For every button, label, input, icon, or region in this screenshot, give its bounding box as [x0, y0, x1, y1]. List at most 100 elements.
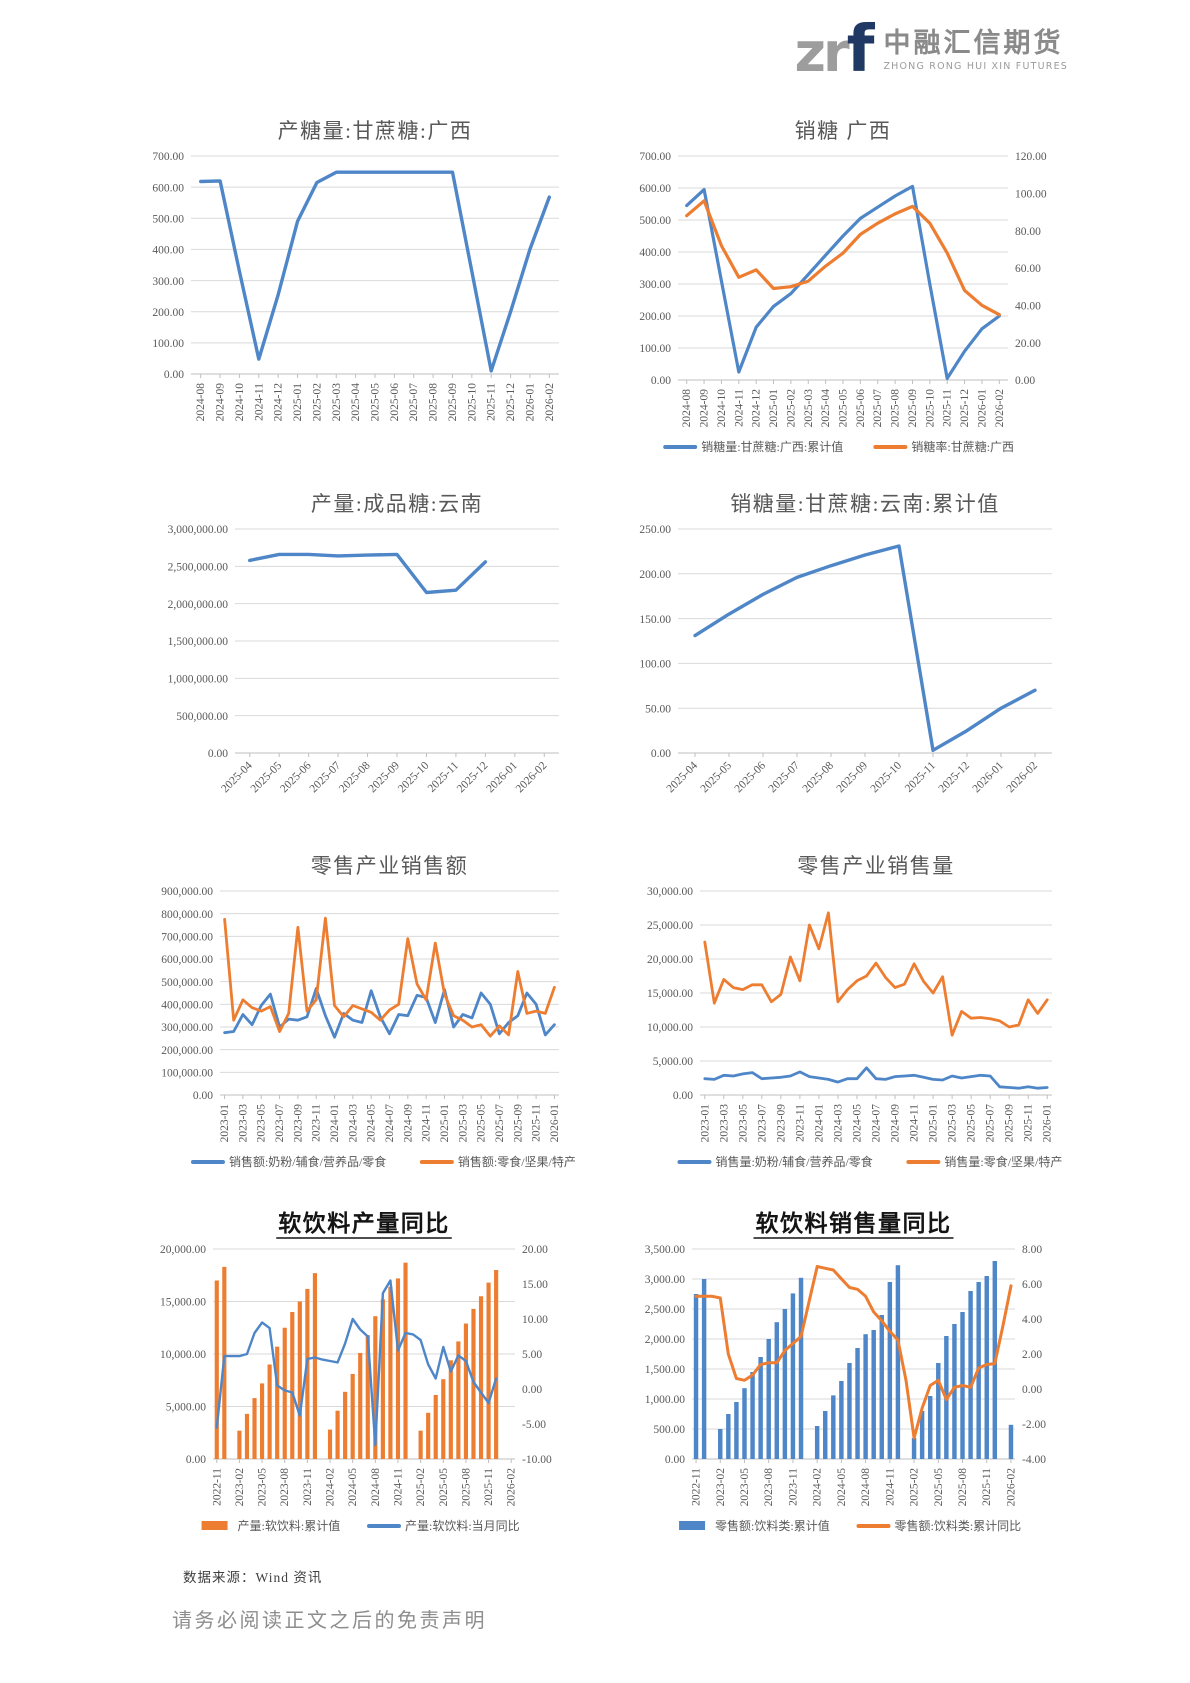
y-axis-tick-label: 200.00 [639, 311, 671, 323]
line-series-blue [685, 184, 1001, 380]
bar-series-point [936, 1363, 941, 1459]
bar-series-point [237, 1430, 242, 1459]
y-axis-tick-label: 3,500.00 [645, 1244, 686, 1256]
y-axis-tick-label: 100.00 [152, 338, 184, 350]
legend-label: 零售额:饮料类:累计同比 [895, 1518, 1022, 1533]
bar-series-point [350, 1373, 355, 1459]
y-axis-tick-label: 500,000.00 [176, 711, 228, 723]
x-axis-tick-label: 2025-08 [801, 759, 837, 795]
bar-series-point [426, 1412, 431, 1459]
bar-series-point [879, 1315, 884, 1459]
y-axis-tick-label: 20,000.00 [647, 954, 693, 966]
bar-series-point [952, 1324, 957, 1459]
y-axis-tick-label: 500.00 [152, 213, 184, 225]
line-series-blue [693, 544, 1037, 752]
x-axis-tick-label: 2025-12 [455, 759, 491, 795]
y-axis-tick-label: 10,000.00 [160, 1349, 206, 1361]
x-axis-tick-label: 2025-09 [907, 389, 919, 428]
bar-series-point [871, 1330, 876, 1459]
chart-title: 软饮料产量同比 [278, 1210, 450, 1236]
bar-series-point [701, 1279, 707, 1459]
bar-series-point [790, 1293, 796, 1459]
x-axis-tick-label: 2025-07 [494, 1104, 506, 1143]
bar-series-point [388, 1286, 393, 1459]
line-series-orange [694, 1265, 1013, 1440]
line-series-blue [215, 1279, 498, 1447]
y-axis-tick-label: 15,000.00 [160, 1297, 206, 1309]
legend-label: 产量:软饮料:累计值 [238, 1518, 341, 1533]
x-axis-tick-label: 2025-05 [966, 1104, 978, 1143]
line-series-orange [223, 916, 556, 1038]
bar-series-point [380, 1299, 385, 1459]
x-axis-tick-label: 2024-02 [812, 1468, 824, 1507]
bar-series-point [403, 1262, 408, 1459]
company-name-en: ZHONG RONG HUI XIN FUTURES [883, 61, 1068, 73]
x-axis-tick-label: 2022-11 [211, 1468, 223, 1506]
chart-canvas: 0.00 50.00 100.00 150.00 200.00 250.00 2025-04… [639, 492, 1052, 795]
y-axis-tick-label: 1,500,000.00 [168, 636, 229, 648]
x-axis-tick-label: 2025-01 [768, 389, 780, 428]
chart-title: 产糖量:甘蔗糖:广西 [278, 119, 473, 143]
chart-title: 销糖 广西 [795, 119, 892, 143]
legend-label: 销售量:零食/坚果/特产 [944, 1154, 1062, 1169]
x-axis-tick-label: 2023-11 [787, 1468, 799, 1506]
y2-axis-tick-label: 4.00 [1022, 1314, 1042, 1326]
logo-names: 中融汇信期货 ZHONG RONG HUI XIN FUTURES [883, 29, 1068, 72]
x-axis-tick-label: 2025-05 [838, 389, 850, 428]
legend-label: 产量:软饮料:当月同比 [405, 1519, 520, 1533]
y-axis-tick-label: 20,000.00 [160, 1244, 206, 1256]
x-axis-tick-label: 2024-07 [384, 1104, 396, 1143]
chart-title: 销糖量:甘蔗糖:云南:累计值 [730, 492, 1000, 516]
y2-axis-tick-label: 0.00 [1022, 1384, 1042, 1396]
x-axis-tick-label: 2026-02 [514, 759, 550, 795]
x-axis-tick-label: 2024-12 [273, 383, 285, 422]
x-axis-tick-label: 2025-11 [483, 1468, 495, 1506]
logo-zr-text: zr [794, 21, 850, 84]
x-axis-tick-label: 2025-08 [337, 759, 373, 795]
x-axis-tick-label: 2023-05 [257, 1468, 269, 1507]
legend-label: 销售额:奶粉/辅食/营养品/零食 [229, 1154, 386, 1169]
y2-axis-tick-label: -2.00 [1022, 1419, 1046, 1431]
chart-title: 产量:成品糖:云南 [311, 492, 483, 516]
x-axis-tick-label: 2025-11 [486, 383, 498, 421]
y-axis-tick-label: 2,500,000.00 [168, 562, 229, 574]
x-axis-tick-label: 2025-07 [872, 389, 884, 428]
y-axis-tick-label: 0.00 [193, 1090, 213, 1102]
y-axis-tick-label: 15,000.00 [647, 988, 693, 1000]
line-series-blue [248, 552, 488, 595]
bar-series-point [282, 1327, 287, 1459]
x-axis-tick-label: 2024-05 [836, 1468, 848, 1507]
x-axis-tick-label: 2025-08 [957, 1468, 969, 1507]
line-series-blue [703, 1066, 1049, 1090]
bar-series-point [968, 1291, 973, 1459]
x-axis-tick-label: 2025-11 [1023, 1104, 1035, 1142]
y-axis-tick-label: 200.00 [152, 307, 184, 319]
x-axis-tick-label: 2025-01 [292, 383, 304, 422]
company-name-cn: 中融汇信期货 [883, 28, 1064, 60]
x-axis-tick-label: 2025-10 [924, 389, 936, 428]
y-axis-tick-label: 100,000.00 [161, 1068, 213, 1080]
x-axis-tick-label: 2025-11 [942, 389, 954, 427]
logo-zrf-mark: zrf [795, 18, 875, 82]
x-axis-tick-label: 2023-02 [715, 1468, 727, 1507]
legend-swatch-bar [201, 1521, 228, 1530]
bar-series-point [895, 1265, 901, 1459]
x-axis-tick-label: 2025-01 [439, 1104, 451, 1143]
y-axis-tick-label: 2,000.00 [645, 1334, 686, 1346]
line-series-orange [703, 911, 1049, 1037]
bar-series-point [823, 1411, 828, 1459]
x-axis-tick-label: 2025-08 [460, 1468, 472, 1507]
y2-axis-tick-label: 15.00 [522, 1279, 548, 1291]
x-axis-tick-label: 2024-11 [884, 1468, 896, 1506]
y2-axis-tick-label: 80.00 [1015, 226, 1041, 238]
x-axis-tick-label: 2024-01 [329, 1104, 341, 1143]
chart-soft-drink-output-yoy: 0.00 5,000.00 10,000.00 15,000.00 20,000.00 -… [125, 1203, 575, 1539]
x-axis-tick-label: 2023-08 [763, 1468, 775, 1507]
y-axis-tick-label: 10,000.00 [647, 1022, 693, 1034]
x-axis-tick-label: 2023-03 [237, 1104, 249, 1143]
y-axis-tick-label: 600,000.00 [161, 954, 213, 966]
logo-f-text: f [846, 13, 875, 87]
x-axis-tick-label: 2023-07 [274, 1104, 286, 1143]
x-axis-tick-label: 2025-09 [1004, 1104, 1016, 1143]
y-axis-tick-label: 500,000.00 [161, 977, 213, 989]
